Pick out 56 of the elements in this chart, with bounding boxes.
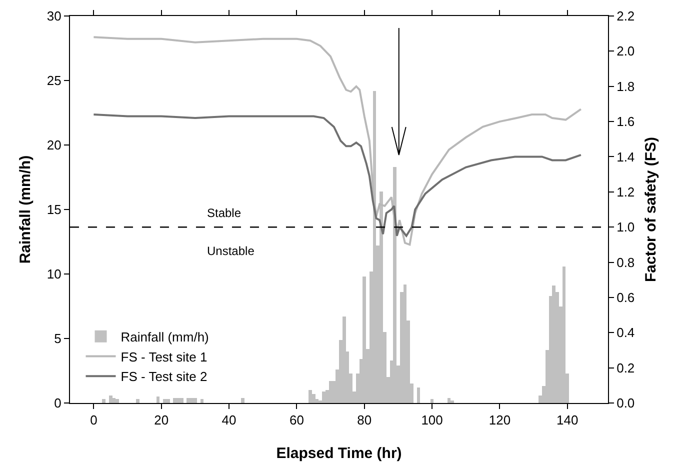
bar <box>312 394 316 403</box>
x-tick-label: 40 <box>222 412 236 428</box>
x-tick-label: 60 <box>289 412 304 428</box>
annotation: Stable <box>207 206 242 220</box>
legend-label: FS - Test site 1 <box>120 349 208 364</box>
x-tick-label: 20 <box>154 412 169 428</box>
y-axis-title: Rainfall (mm/h) <box>17 155 34 264</box>
y2-tick-label: 0.0 <box>616 396 635 411</box>
bar <box>308 390 312 403</box>
y-tick-label: 0 <box>54 396 62 411</box>
bar <box>173 398 177 403</box>
y-tick-label: 25 <box>46 73 62 88</box>
bar <box>322 391 326 403</box>
legend-label: Rainfall (mm/h) <box>120 329 209 344</box>
y2-tick-label: 1.4 <box>616 149 635 164</box>
bar <box>450 400 454 403</box>
x-tick-label: 120 <box>488 412 511 428</box>
bar <box>116 399 120 403</box>
bar <box>186 398 190 403</box>
line-series <box>92 114 582 237</box>
y2-tick-label: 1.8 <box>616 78 635 94</box>
bar <box>166 399 170 403</box>
y-tick-label: 5 <box>54 331 62 346</box>
bar <box>240 398 244 403</box>
y2-tick-label: 1.2 <box>616 184 635 200</box>
bar <box>163 399 166 403</box>
x-tick-label: 80 <box>357 412 372 428</box>
y2-tick-label: 0.4 <box>616 325 635 340</box>
bar <box>108 395 112 403</box>
y2-tick-label: 0.2 <box>616 360 635 376</box>
bar <box>102 399 106 403</box>
y2-tick-label: 1.6 <box>616 114 635 130</box>
y2-tick-label: 1.0 <box>616 220 635 235</box>
bar <box>156 396 160 403</box>
y2-tick-label: 0.6 <box>616 290 635 305</box>
bar <box>180 398 184 403</box>
y-tick-label: 10 <box>46 266 62 282</box>
y-tick-label: 15 <box>46 202 62 218</box>
y2-tick-label: 0.8 <box>616 254 635 270</box>
bar <box>430 399 434 403</box>
y-tick-label: 30 <box>46 8 62 24</box>
x-axis-title: Elapsed Time (hr) <box>276 445 402 462</box>
y2-tick-label: 2.0 <box>616 44 635 59</box>
y2-tick-label: 2.2 <box>616 8 635 24</box>
legend-label: FS - Test site 2 <box>120 369 208 384</box>
bar <box>194 398 197 403</box>
x-tick-label: 100 <box>421 412 443 428</box>
y2-axis-title: Factor of safety (FS) <box>642 136 660 282</box>
bar <box>362 276 366 403</box>
annotation: Unstable <box>207 244 255 258</box>
x-tick-label: 140 <box>556 412 578 428</box>
bar <box>136 399 140 403</box>
y-tick-label: 20 <box>46 138 62 153</box>
bar <box>200 399 204 403</box>
bar <box>342 316 346 403</box>
x-tick-label: 0 <box>90 412 98 428</box>
